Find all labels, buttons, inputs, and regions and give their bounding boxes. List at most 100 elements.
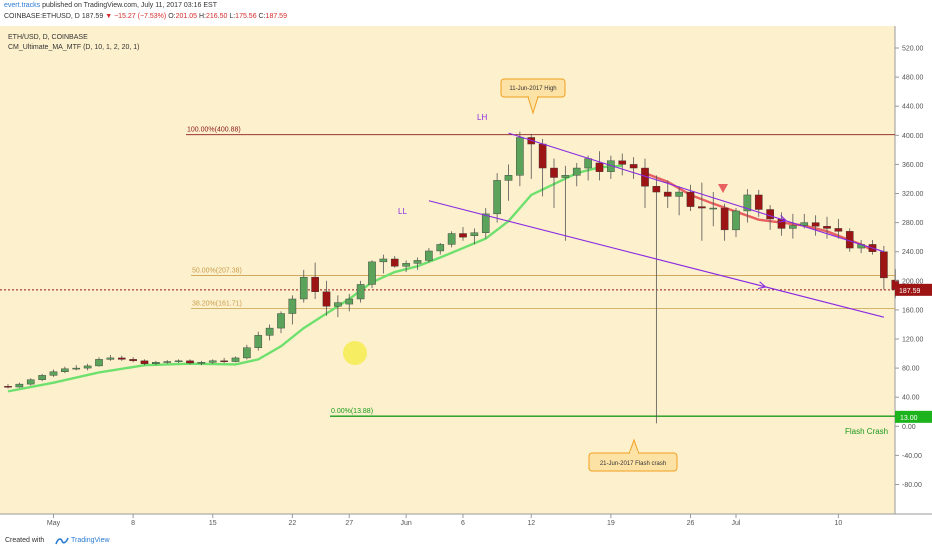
candle (174, 359, 183, 364)
up-candle-body (402, 263, 410, 267)
candle (26, 378, 35, 386)
candle (743, 189, 752, 223)
down-candle-body (880, 251, 888, 279)
price-chart[interactable]: 100.00%(400.88) 50.00%(207.38) 38.20%(161.… (0, 26, 932, 532)
last-price-badge (895, 283, 932, 296)
x-tick-label: 22 (288, 520, 296, 527)
down-arrow-icon: ▼ (105, 13, 113, 20)
up-candle-body (163, 361, 172, 363)
plot-background (0, 26, 895, 514)
open-value: 201.05 (175, 13, 197, 20)
time-axis[interactable] (0, 514, 932, 532)
candle (15, 382, 24, 388)
high-callout-text: 11-Jun-2017 High (509, 86, 556, 92)
up-candle-body (83, 365, 92, 369)
y-tick-label: 40.00 (902, 395, 920, 402)
up-candle-body (38, 375, 46, 380)
down-candle-body (459, 233, 467, 238)
up-candle-body (254, 335, 263, 348)
channel-lines[interactable] (428, 132, 885, 318)
y-tick-label: 120.00 (902, 337, 924, 344)
up-candle-body (277, 313, 285, 329)
candle (208, 359, 217, 364)
y-tick-label: 360.00 (902, 162, 924, 169)
candle (663, 180, 672, 209)
up-candle-body (447, 233, 456, 245)
candle (299, 269, 308, 303)
candle (334, 295, 342, 318)
down-candle-body (618, 160, 627, 165)
candle (425, 248, 433, 263)
candle (152, 360, 160, 366)
y-tick-label: 320.00 (902, 191, 924, 198)
price-axis[interactable] (895, 26, 932, 514)
down-candle-body (129, 359, 137, 362)
up-candle-body (516, 137, 524, 176)
down-candle-body (186, 360, 194, 364)
channel-line-upper[interactable] (508, 132, 885, 253)
candle (447, 231, 456, 248)
candle (356, 280, 365, 303)
down-candle-body (390, 258, 399, 267)
y-tick-label: 280.00 (902, 220, 924, 227)
candle (243, 344, 251, 360)
candle (117, 355, 126, 361)
candle (698, 182, 706, 241)
up-candle-body (15, 383, 24, 388)
fib-level-label: 38.20%(161.71) (192, 301, 242, 308)
up-candle-body (743, 194, 752, 212)
tradingview-link[interactable]: TradingView (71, 537, 110, 544)
up-candle-body (675, 191, 683, 197)
up-candle-body (174, 360, 183, 363)
high-callout[interactable]: 11-Jun-2017 High (500, 78, 566, 115)
highlight-marker (343, 341, 367, 365)
low-label: L: (229, 13, 236, 20)
x-tick-label: Jul (732, 520, 741, 527)
down-candle-body (595, 162, 604, 172)
x-tick-label: 19 (607, 520, 615, 527)
candle (129, 357, 137, 363)
channel-line-lower[interactable] (428, 200, 885, 318)
x-tick-label: Jun (400, 520, 411, 527)
up-candle-body (425, 250, 433, 261)
x-tick-label: May (47, 520, 61, 527)
up-candle-body (470, 232, 479, 236)
candle (265, 324, 274, 341)
candle (288, 295, 297, 325)
candle (481, 208, 490, 239)
down-candle-body (117, 357, 126, 360)
candle (652, 175, 661, 424)
up-candle-body (800, 222, 809, 226)
crash-callout[interactable]: 21-Jun-2017 Flash crash (588, 438, 678, 472)
up-candle-body (299, 276, 308, 300)
legend-line-1: ETH/USD, D, COINBASE (8, 34, 88, 41)
down-candle-body (766, 209, 774, 220)
down-candle-body (4, 386, 12, 388)
last-price-badge-text: 187.59 (899, 288, 921, 295)
chart-header: evert.tracks published on TradingView.co… (0, 0, 932, 26)
candle (629, 157, 638, 179)
up-candle-body (379, 258, 388, 263)
candle (550, 158, 558, 209)
candle (220, 357, 228, 364)
tradingview-logo-icon (55, 537, 69, 545)
up-candle-body (572, 167, 581, 176)
candle (402, 260, 410, 273)
candle (4, 384, 12, 389)
publish-info: published on TradingView.com, July 11, 2… (42, 2, 217, 9)
fib-level-label: 50.00%(207.38) (192, 267, 242, 274)
sell-signal-icon (718, 184, 728, 193)
down-candle-body (823, 226, 831, 229)
author-link[interactable]: evert.tracks (4, 2, 41, 9)
down-candle-body (663, 191, 672, 197)
flash-crash-badge (895, 410, 932, 423)
y-tick-label: 0.00 (902, 424, 916, 431)
y-tick-label: 480.00 (902, 75, 924, 82)
created-with-label: Created with (5, 537, 45, 544)
channel-arrow-icon (757, 281, 767, 290)
axes: 520.00 480.00 440.00 400.00 360.00 320.00 280.… (47, 46, 932, 527)
x-tick-label: 8 (131, 520, 135, 527)
up-candle-body (481, 213, 490, 233)
chart-frame[interactable]: 100.00%(400.88) 50.00%(207.38) 38.20%(161.… (0, 26, 932, 532)
low-value: 175.56 (235, 13, 257, 20)
